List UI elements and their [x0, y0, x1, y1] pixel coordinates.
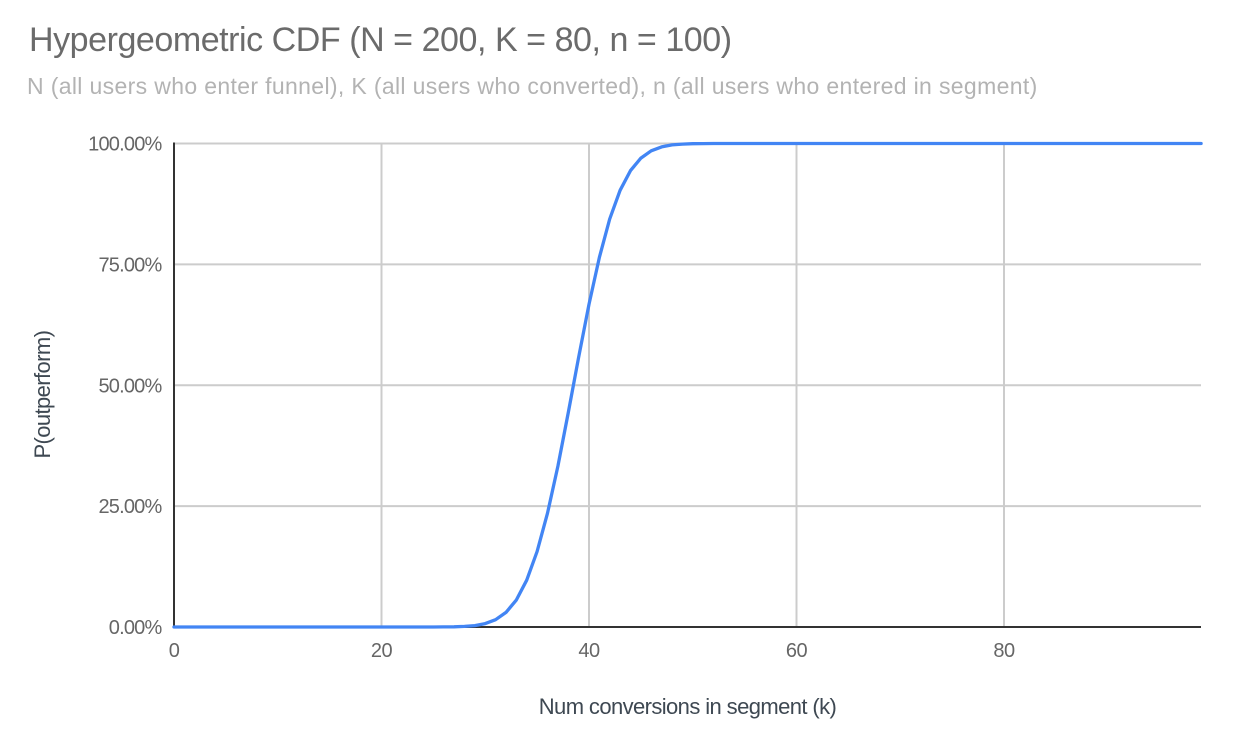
svg-text:100.00%: 100.00% [88, 134, 162, 156]
svg-text:0.00%: 0.00% [109, 617, 163, 639]
svg-text:40: 40 [578, 640, 600, 662]
svg-text:20: 20 [371, 640, 393, 662]
svg-text:50.00%: 50.00% [98, 375, 162, 397]
svg-text:60: 60 [786, 640, 808, 662]
svg-text:Num conversions in segment (k): Num conversions in segment (k) [539, 694, 836, 719]
svg-text:P(outperform): P(outperform) [30, 331, 55, 459]
svg-text:75.00%: 75.00% [98, 254, 162, 276]
svg-text:80: 80 [993, 640, 1015, 662]
svg-text:0: 0 [169, 640, 180, 662]
svg-text:25.00%: 25.00% [98, 496, 162, 518]
